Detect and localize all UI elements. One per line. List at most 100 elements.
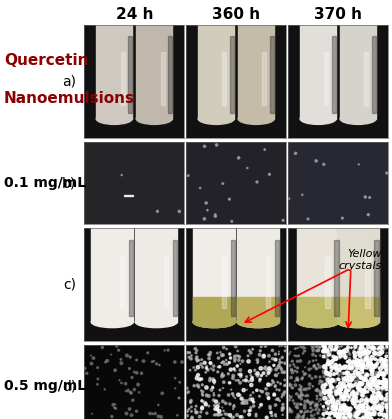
Point <box>384 402 390 409</box>
Point <box>381 401 387 408</box>
Point <box>336 415 342 419</box>
Point <box>302 393 309 399</box>
Point <box>382 383 388 390</box>
Point <box>246 407 252 414</box>
Point <box>211 378 217 385</box>
Point <box>363 364 370 370</box>
Point <box>326 392 332 399</box>
Point <box>346 377 352 384</box>
Point <box>374 357 381 363</box>
Point <box>301 371 307 378</box>
Point <box>343 416 349 419</box>
Point <box>332 378 339 384</box>
Point <box>379 344 385 351</box>
Point <box>322 344 328 350</box>
Point <box>203 401 209 408</box>
Point <box>333 405 339 412</box>
Bar <box>136 23 172 119</box>
Point <box>130 397 136 403</box>
Point <box>323 368 329 375</box>
Point <box>374 418 381 419</box>
Bar <box>365 256 370 308</box>
Point <box>331 401 337 407</box>
Point <box>381 417 387 419</box>
Point <box>351 401 357 408</box>
Point <box>324 401 330 408</box>
Point <box>320 411 327 417</box>
Point <box>373 362 379 369</box>
Point <box>383 344 389 351</box>
Point <box>330 402 336 409</box>
Bar <box>168 36 172 113</box>
Point <box>372 380 378 386</box>
Point <box>317 415 323 419</box>
Point <box>333 354 339 361</box>
Point <box>324 346 330 353</box>
Point <box>336 367 342 374</box>
Ellipse shape <box>91 316 133 328</box>
Point <box>207 377 213 384</box>
Point <box>298 390 304 396</box>
Point <box>323 351 329 358</box>
Point <box>365 409 372 416</box>
Point <box>315 347 321 354</box>
Point <box>341 348 347 354</box>
Point <box>343 418 349 419</box>
Point <box>365 411 371 417</box>
Point <box>220 352 226 358</box>
Point <box>363 397 369 403</box>
Point <box>300 413 307 419</box>
Point <box>315 347 321 353</box>
Point <box>290 385 296 391</box>
Point <box>308 416 314 419</box>
Point <box>199 404 205 411</box>
Point <box>359 415 366 419</box>
Point <box>265 395 272 402</box>
Point <box>308 365 314 372</box>
Point <box>276 351 282 357</box>
Point <box>352 344 358 350</box>
Point <box>230 372 236 379</box>
Point <box>317 391 323 398</box>
Point <box>231 403 237 410</box>
Point <box>330 357 336 364</box>
Point <box>343 377 349 383</box>
Bar <box>91 226 133 322</box>
Point <box>356 405 363 411</box>
Point <box>377 356 384 362</box>
Point <box>326 348 332 355</box>
Point <box>336 349 342 356</box>
Point <box>214 349 220 356</box>
Point <box>307 381 313 388</box>
Point <box>365 415 372 419</box>
Point <box>335 376 341 383</box>
Point <box>232 356 238 362</box>
Point <box>350 389 356 396</box>
Point <box>374 352 380 358</box>
Point <box>372 356 379 362</box>
Point <box>359 402 365 409</box>
Point <box>331 388 337 395</box>
Point <box>271 362 277 369</box>
Point <box>297 357 303 364</box>
Point <box>211 390 217 396</box>
Bar <box>325 256 330 308</box>
Point <box>261 352 267 358</box>
Point <box>112 401 118 408</box>
Point <box>250 399 257 406</box>
Point <box>329 377 336 384</box>
Point <box>359 370 366 377</box>
Text: Yellow
crystals: Yellow crystals <box>339 249 382 271</box>
Point <box>364 375 370 381</box>
Point <box>323 370 330 377</box>
Ellipse shape <box>96 113 132 124</box>
Point <box>274 396 281 403</box>
Point <box>323 365 329 372</box>
Point <box>365 381 371 388</box>
Point <box>247 392 254 399</box>
Point <box>276 342 283 349</box>
Point <box>195 382 201 389</box>
Point <box>333 391 339 398</box>
Point <box>245 358 252 365</box>
Point <box>347 408 353 414</box>
